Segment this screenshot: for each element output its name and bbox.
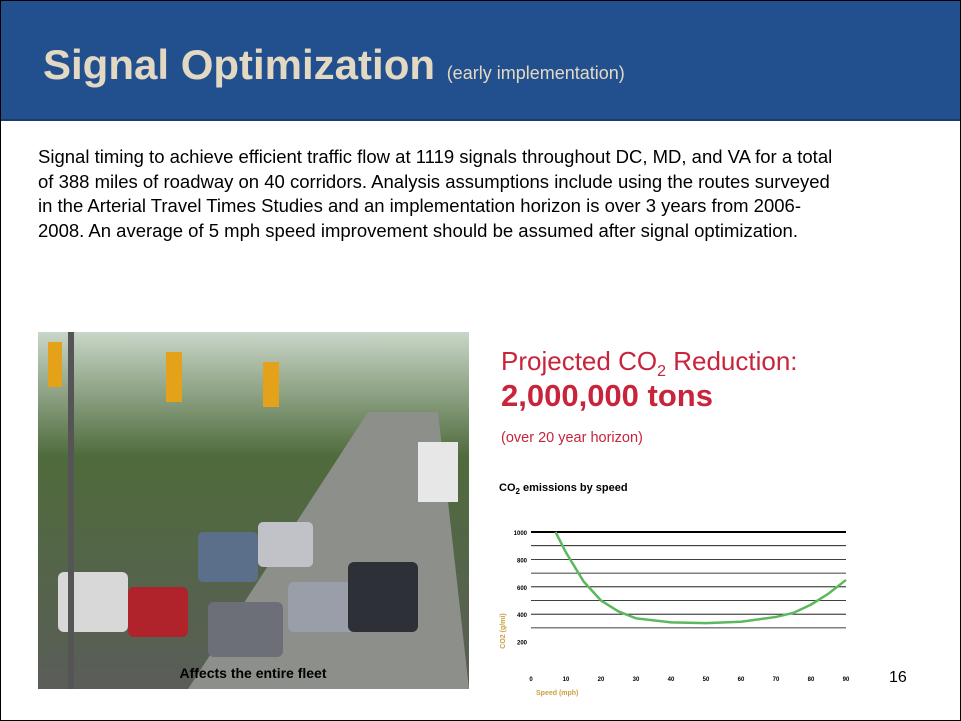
y-tick-label: 200 xyxy=(517,641,528,647)
chart-title-text: CO xyxy=(499,482,516,494)
slide: Signal Optimization (early implementatio… xyxy=(0,0,961,721)
y-tick-label: 1000 xyxy=(514,531,528,537)
x-tick-label: 70 xyxy=(773,677,780,683)
body-text: Signal timing to achieve efficient traff… xyxy=(38,145,838,243)
y-tick-label: 800 xyxy=(517,558,528,564)
reduction-note: (over 20 year horizon) xyxy=(501,430,643,446)
title: Signal Optimization (early implementatio… xyxy=(43,41,625,89)
y-tick-label: 600 xyxy=(517,586,528,592)
reduction-label: Projected CO2 Reduction: xyxy=(501,346,798,381)
x-tick-label: 30 xyxy=(633,677,640,683)
chart: CO2 emissions by speed 200 400 600 800 1000 0… xyxy=(481,471,881,706)
x-axis-label: Speed (mph) xyxy=(536,690,578,697)
page-number: 16 xyxy=(889,669,907,687)
x-tick-label: 20 xyxy=(598,677,605,683)
y-axis-label: CO2 (g/mi) xyxy=(500,613,507,648)
x-tick-label: 10 xyxy=(563,677,570,683)
subtitle: (early implementation) xyxy=(447,63,625,83)
reduction-label-text: Projected CO xyxy=(501,346,657,376)
photo-caption: Affects the entire fleet xyxy=(179,665,326,681)
title-text: Signal Optimization xyxy=(43,41,435,88)
x-tick-label: 50 xyxy=(703,677,710,683)
x-tick-label: 0 xyxy=(529,677,533,683)
reduction-amount: 2,000,000 tons xyxy=(501,378,713,414)
chart-title-end: emissions by speed xyxy=(520,482,628,494)
y-tick-label: 400 xyxy=(517,613,528,619)
x-tick-label: 40 xyxy=(668,677,675,683)
x-tick-label: 60 xyxy=(738,677,745,683)
chart-title: CO2 emissions by speed xyxy=(499,482,628,496)
x-tick-label: 90 xyxy=(843,677,850,683)
photo: Affects the entire fleet xyxy=(38,332,469,689)
x-tick-label: 80 xyxy=(808,677,815,683)
reduction-label-end: Reduction: xyxy=(666,346,798,376)
